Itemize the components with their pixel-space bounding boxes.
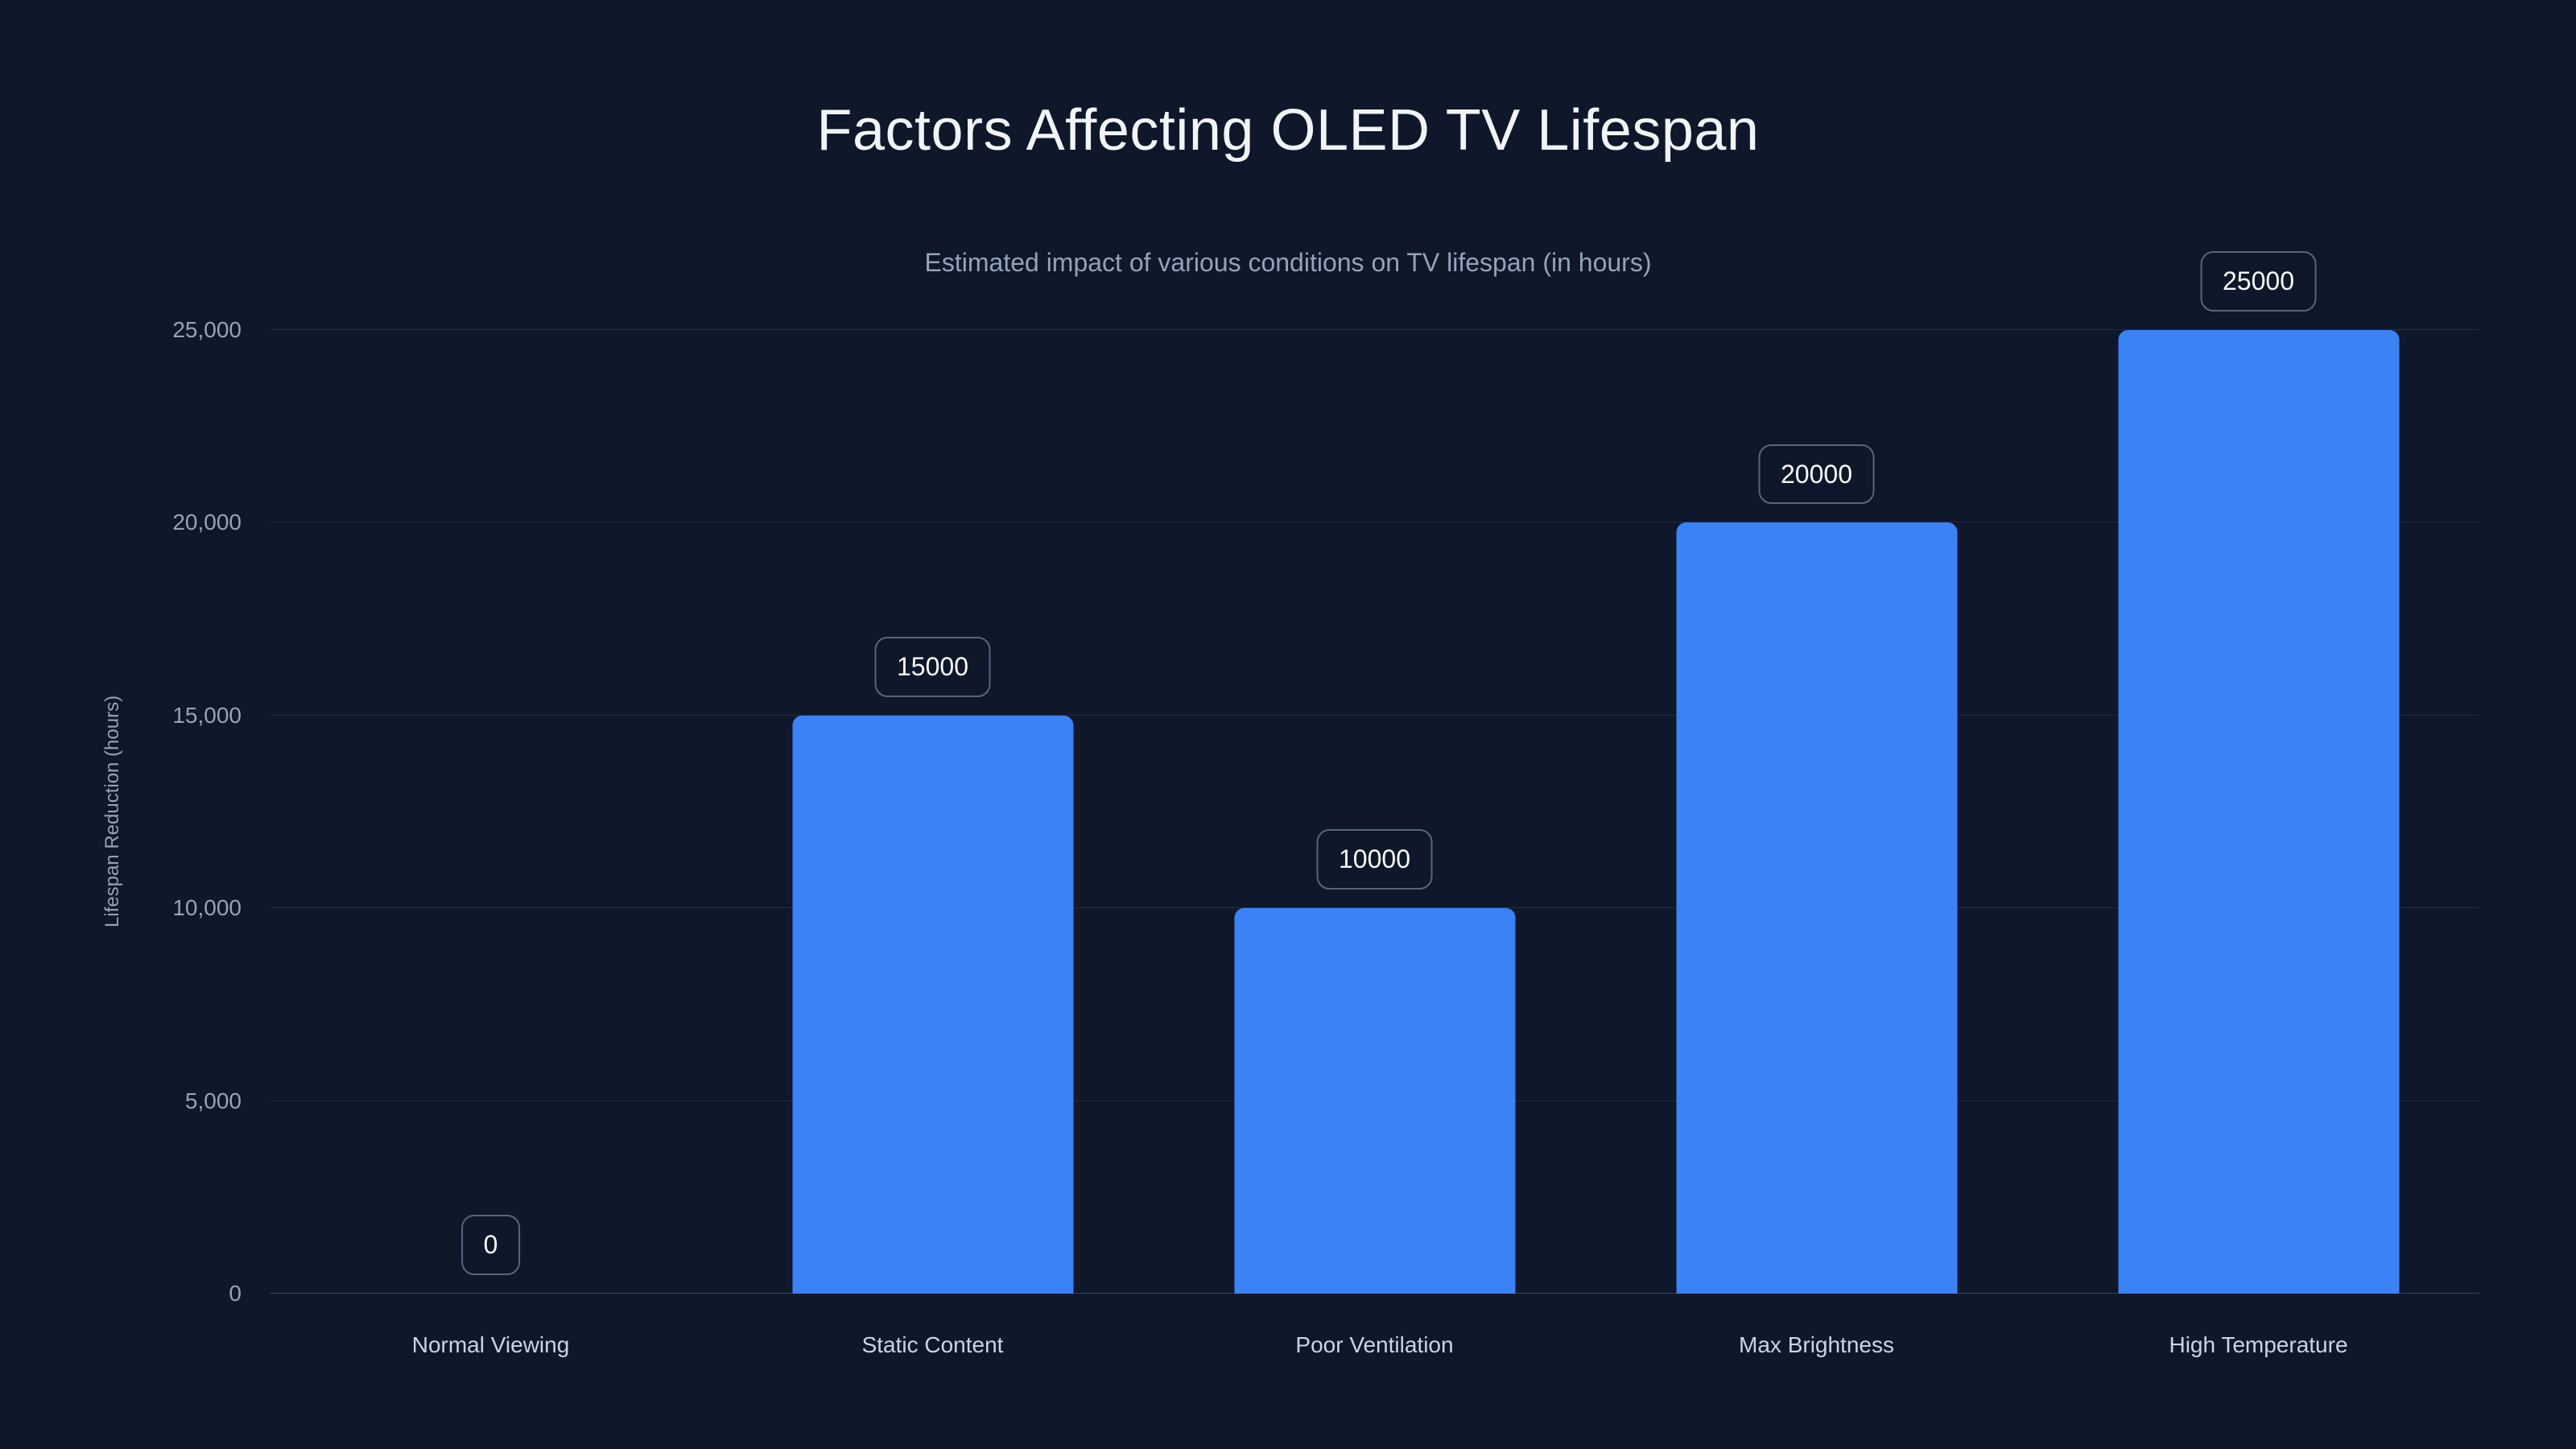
bar-poor-ventilation <box>1234 908 1515 1294</box>
y-axis-tick-labels: 0 5,000 10,000 15,000 20,000 25,000 <box>0 317 242 1306</box>
y-tick-label: 5,000 <box>184 1088 242 1113</box>
y-tick-label: 20,000 <box>172 510 242 535</box>
bar-value-badge: 20000 <box>1758 444 1875 505</box>
bar-max-brightness <box>1676 522 1957 1294</box>
x-tick-label: High Temperature <box>2169 1332 2348 1357</box>
gridline <box>270 907 2479 909</box>
gridline <box>270 329 2479 330</box>
bar-value-badge: 0 <box>460 1215 521 1275</box>
bar-slot: 0 <box>270 330 712 1294</box>
gridline <box>270 714 2479 716</box>
chart-subtitle: Estimated impact of various conditions o… <box>924 248 1652 277</box>
bar-slot: 10000 <box>1154 330 1596 1294</box>
x-tick-label: Poor Ventilation <box>1295 1332 1454 1357</box>
y-tick-label: 25,000 <box>172 317 242 342</box>
chart-title: Factors Affecting OLED TV Lifespan <box>816 98 1760 163</box>
bar-slot: 25000 <box>2037 251 2479 1294</box>
bar-static-content <box>792 715 1073 1294</box>
bar-high-temperature <box>2118 330 2399 1294</box>
x-tick-label: Normal Viewing <box>411 1332 570 1357</box>
y-tick-label: 0 <box>229 1281 242 1306</box>
x-tick-label: Static Content <box>861 1332 1004 1357</box>
plot-area: 0 15000 10000 20000 25000 <box>270 251 2479 1294</box>
y-tick-label: 10,000 <box>172 895 242 921</box>
bar-value-badge: 25000 <box>2200 251 2317 312</box>
x-tick-label: Max Brightness <box>1739 1332 1894 1357</box>
y-tick-label: 15,000 <box>172 702 242 728</box>
bar-slot: 20000 <box>1596 330 2037 1294</box>
bar-slot: 15000 <box>712 330 1154 1294</box>
bar-value-badge: 15000 <box>874 637 991 697</box>
bar-value-badge: 10000 <box>1316 829 1433 890</box>
